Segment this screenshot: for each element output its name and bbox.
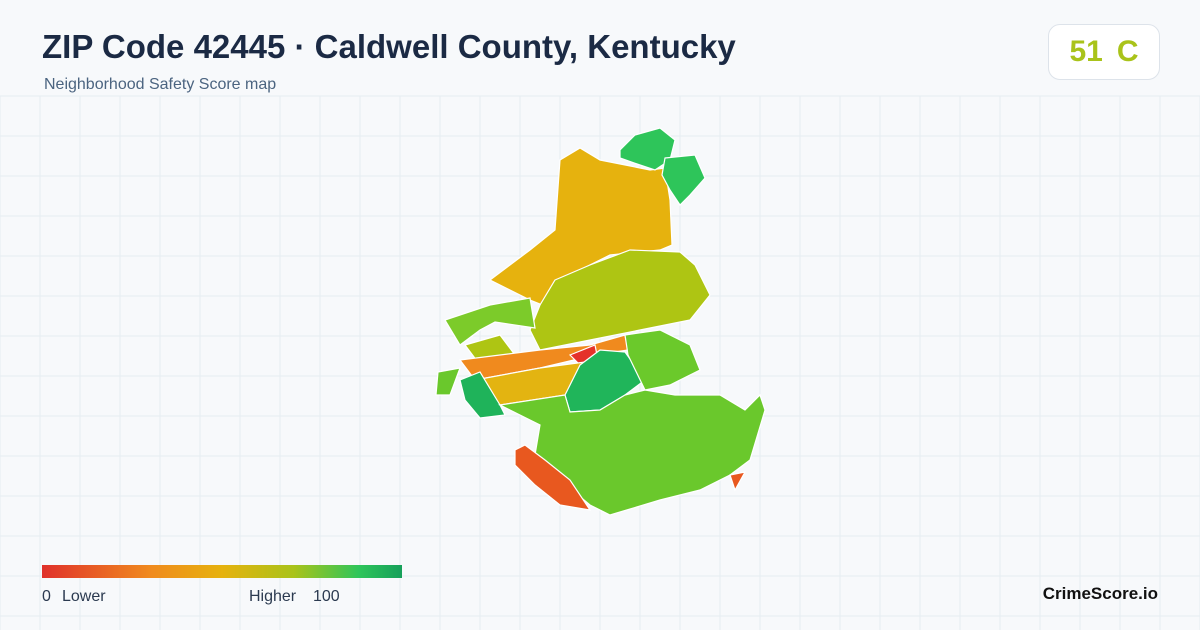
- legend-gradient: [42, 565, 402, 578]
- score-grade: C: [1116, 35, 1139, 68]
- region: [529, 249, 711, 351]
- title: ZIP Code 42445 · Caldwell County, Kentuc…: [42, 28, 736, 65]
- subtitle: Neighborhood Safety Score map: [44, 76, 277, 93]
- region: [459, 371, 506, 419]
- region: [435, 367, 461, 396]
- region: [729, 471, 747, 492]
- legend-min: 0: [42, 588, 51, 605]
- region: [444, 297, 536, 346]
- legend-max: 100: [313, 588, 340, 605]
- region: [661, 154, 706, 206]
- brand: CrimeScore.io: [1042, 584, 1158, 603]
- legend-max-label: Higher: [249, 588, 297, 605]
- region: [624, 329, 701, 391]
- region: [514, 444, 592, 511]
- score-value: 51: [1069, 35, 1103, 68]
- legend-min-label: Lower: [62, 588, 106, 605]
- score-badge: 51 C: [1048, 24, 1160, 80]
- regions: [435, 127, 766, 516]
